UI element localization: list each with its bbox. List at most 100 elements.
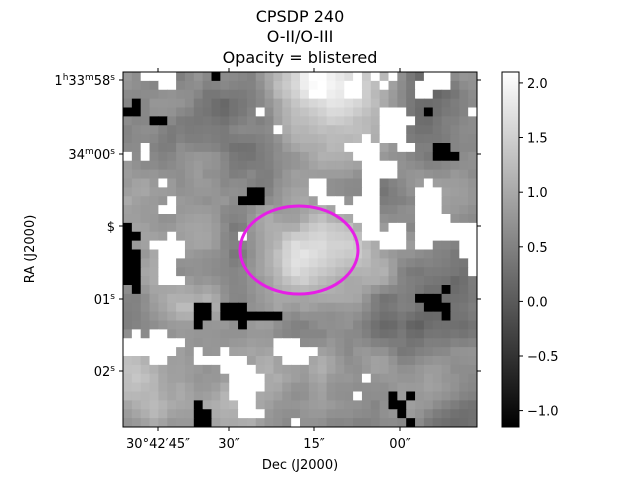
heatmap-cell xyxy=(202,311,213,322)
heatmap-cell xyxy=(450,293,460,304)
heatmap-cell xyxy=(432,364,443,375)
heatmap-cell xyxy=(326,249,336,259)
heatmap-cell xyxy=(131,125,142,135)
heatmap-cell xyxy=(229,373,239,384)
heatmap-cell xyxy=(255,409,266,419)
heatmap-cell xyxy=(238,409,248,419)
heatmap-cell xyxy=(282,125,292,135)
heatmap-cell xyxy=(220,276,230,286)
heatmap-cell xyxy=(202,151,213,162)
heatmap-cell xyxy=(123,231,133,242)
heatmap-cell xyxy=(459,258,469,268)
heatmap-cell xyxy=(415,107,425,117)
heatmap-cell xyxy=(273,329,283,339)
heatmap-cell xyxy=(406,89,416,100)
heatmap-cell xyxy=(388,80,398,91)
heatmap-cell xyxy=(282,222,292,233)
heatmap-cell xyxy=(370,134,381,144)
heatmap-cell xyxy=(317,196,328,206)
heatmap-cell xyxy=(184,143,195,153)
heatmap-cell xyxy=(123,222,133,233)
heatmap-cell xyxy=(441,89,452,100)
heatmap-cell xyxy=(291,125,301,135)
heatmap-cell xyxy=(406,240,416,251)
heatmap-cell xyxy=(238,285,248,295)
heatmap-cell xyxy=(184,222,195,233)
heatmap-cell xyxy=(335,258,345,268)
heatmap-cell xyxy=(246,418,257,427)
heatmap-cell xyxy=(432,302,443,313)
heatmap-cell xyxy=(388,285,398,295)
heatmap-cell xyxy=(344,160,354,171)
heatmap-cell xyxy=(264,267,275,277)
heatmap-cell xyxy=(291,205,301,215)
heatmap-cell xyxy=(397,347,407,357)
heatmap-cell xyxy=(441,409,452,419)
heatmap-cell xyxy=(459,231,469,242)
heatmap-cell xyxy=(246,267,257,277)
heatmap-cell xyxy=(459,347,469,357)
heatmap-cell xyxy=(220,72,230,82)
heatmap-cell xyxy=(184,276,195,286)
heatmap-cell xyxy=(202,409,213,419)
heatmap-cell xyxy=(184,72,195,82)
heatmap-cell xyxy=(388,338,398,348)
heatmap-cell xyxy=(255,373,266,384)
heatmap-cell xyxy=(255,107,266,117)
heatmap-cell xyxy=(158,98,168,109)
heatmap-cell xyxy=(423,293,434,304)
heatmap-cell xyxy=(140,205,151,215)
heatmap-cell xyxy=(388,214,398,224)
heatmap-cell xyxy=(406,134,416,144)
heatmap-cell xyxy=(432,258,443,268)
heatmap-cell xyxy=(149,382,159,393)
heatmap-cell xyxy=(140,285,151,295)
heatmap-cell xyxy=(361,382,372,393)
heatmap-cell xyxy=(193,311,204,322)
heatmap-cell xyxy=(158,214,168,224)
heatmap-cell xyxy=(131,214,142,224)
heatmap-cell xyxy=(176,169,186,180)
heatmap-cell xyxy=(291,151,301,162)
heatmap-cell xyxy=(335,356,345,366)
heatmap-cell xyxy=(353,267,363,277)
heatmap-cell xyxy=(167,89,177,100)
heatmap-cell xyxy=(158,116,168,126)
heatmap-cell xyxy=(308,302,319,313)
heatmap-cell xyxy=(423,196,434,206)
heatmap-cell xyxy=(176,89,186,100)
heatmap-cell xyxy=(184,267,195,277)
heatmap-cell xyxy=(308,293,319,304)
heatmap-cell xyxy=(459,160,469,171)
heatmap-cell xyxy=(211,382,221,393)
heatmap-cell xyxy=(123,356,133,366)
heatmap-cell xyxy=(308,160,319,171)
heatmap-cell xyxy=(450,364,460,375)
heatmap-cell xyxy=(308,240,319,251)
heatmap-cell xyxy=(158,311,168,322)
heatmap-cell xyxy=(246,214,257,224)
heatmap-cell xyxy=(167,267,177,277)
heatmap-cell xyxy=(238,356,248,366)
heatmap-cell xyxy=(406,222,416,233)
heatmap-cell xyxy=(255,329,266,339)
heatmap-cell xyxy=(361,391,372,401)
heatmap-cell xyxy=(167,72,177,82)
heatmap-cell xyxy=(255,151,266,162)
heatmap-cell xyxy=(317,329,328,339)
heatmap-cell xyxy=(388,400,398,410)
heatmap-cell xyxy=(149,116,159,126)
heatmap-cell xyxy=(123,134,133,144)
heatmap-cell xyxy=(468,178,477,188)
heatmap-cell xyxy=(308,276,319,286)
heatmap-cell xyxy=(326,125,336,135)
heatmap-cell xyxy=(459,276,469,286)
heatmap-cell xyxy=(211,205,221,215)
chart-title: CPSDP 240 O-II/O-III Opacity = blistered xyxy=(223,7,378,67)
heatmap-cell xyxy=(184,134,195,144)
heatmap-cell xyxy=(450,400,460,410)
heatmap-cell xyxy=(379,178,390,188)
heatmap-cell xyxy=(184,285,195,295)
heatmap-cell xyxy=(184,373,195,384)
heatmap-cell xyxy=(264,400,275,410)
